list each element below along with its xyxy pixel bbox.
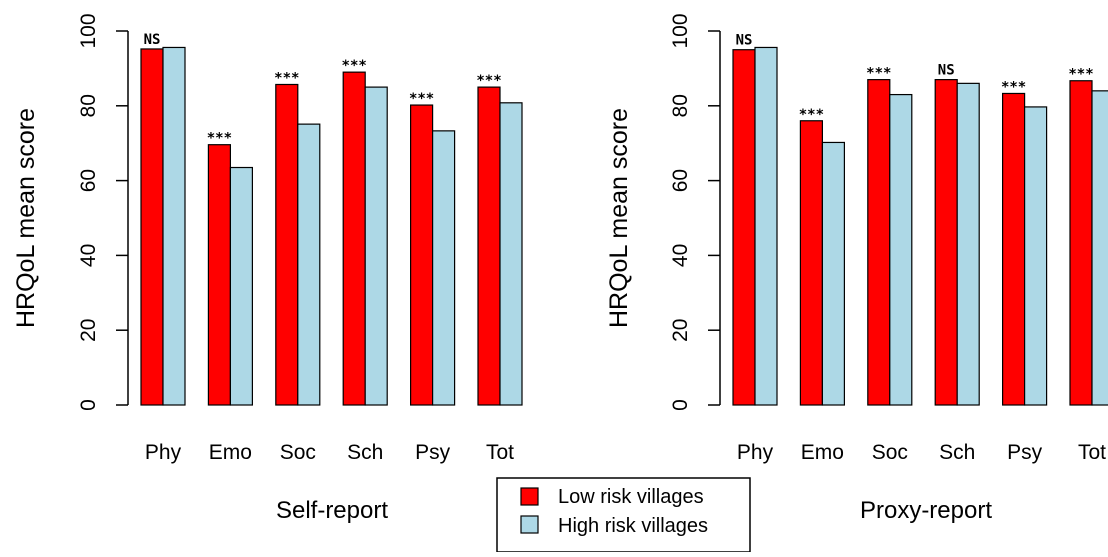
significance-label: *** xyxy=(1001,79,1026,95)
x-tick-label-tot: Tot xyxy=(486,441,514,464)
bar-emo-low-risk xyxy=(799,120,824,406)
legend-box xyxy=(496,477,751,553)
x-tick-label-phy: Phy xyxy=(737,441,774,464)
legend-swatch-low-risk xyxy=(520,487,539,506)
panel-self-report: 0 20 40 60 80 100 HRQoL mean score NS Phy *** Emo *… xyxy=(12,13,523,524)
bar-soc-low-risk xyxy=(867,79,891,406)
y-tick-label: 80 xyxy=(77,94,100,117)
bar-soc-high-risk xyxy=(297,123,321,406)
bar-psy-high-risk xyxy=(1023,106,1048,406)
significance-label: *** xyxy=(799,107,824,123)
significance-label: NS xyxy=(736,33,753,49)
bar-phy-high-risk xyxy=(162,46,186,406)
bar-sch-high-risk xyxy=(364,86,388,406)
significance-label: *** xyxy=(476,73,501,89)
legend-label-low-risk: Low risk villages xyxy=(558,486,704,508)
y-tick-label: 20 xyxy=(77,319,100,342)
x-tick-label-sch: Sch xyxy=(347,441,383,464)
x-tick-label-phy: Phy xyxy=(145,441,182,464)
significance-label: *** xyxy=(342,58,367,74)
y-tick-label: 60 xyxy=(77,169,100,192)
x-tick-label-psy: Psy xyxy=(415,441,451,464)
legend: Low risk villages High risk villages xyxy=(496,477,751,553)
y-tick-label: 60 xyxy=(669,169,692,192)
bar-phy-low-risk xyxy=(140,48,164,406)
significance-label: *** xyxy=(207,131,232,147)
y-axis-title: HRQoL mean score xyxy=(12,108,40,328)
y-tick-label: 0 xyxy=(77,399,100,411)
bar-soc-low-risk xyxy=(275,83,299,406)
bar-emo-high-risk xyxy=(229,166,253,406)
significance-label: NS xyxy=(938,63,955,79)
legend-swatch-high-risk xyxy=(520,515,539,534)
bar-emo-high-risk xyxy=(821,141,846,406)
significance-label: NS xyxy=(144,32,161,48)
bar-tot-low-risk xyxy=(1069,80,1093,406)
bar-psy-low-risk xyxy=(1001,92,1026,406)
y-tick-label: 40 xyxy=(669,244,692,267)
bar-emo-low-risk xyxy=(207,144,231,406)
bar-psy-low-risk xyxy=(410,104,434,406)
x-tick-label-soc: Soc xyxy=(872,441,908,464)
bar-phy-low-risk xyxy=(732,49,756,406)
panel-proxy-report: 0 20 40 60 80 100 HRQoL mean score NS Phy *** Emo *… xyxy=(605,13,1108,524)
bar-sch-low-risk xyxy=(342,71,366,406)
x-tick-label-emo: Emo xyxy=(209,441,252,464)
y-tick-label: 100 xyxy=(669,13,692,48)
significance-label: *** xyxy=(274,70,299,86)
legend-label-high-risk: High risk villages xyxy=(558,515,708,537)
x-tick-label-tot: Tot xyxy=(1078,441,1106,464)
bar-soc-high-risk xyxy=(889,93,913,406)
y-tick-label: 80 xyxy=(669,94,692,117)
bar-sch-low-risk xyxy=(934,79,958,406)
significance-label: *** xyxy=(866,66,891,82)
y-tick-label: 40 xyxy=(77,244,100,267)
x-tick-label-emo: Emo xyxy=(801,441,844,464)
x-tick-label-sch: Sch xyxy=(939,441,975,464)
bar-tot-high-risk xyxy=(1091,90,1108,406)
bar-psy-high-risk xyxy=(432,130,456,406)
x-axis-title: Self-report xyxy=(276,497,388,524)
x-tick-label-psy: Psy xyxy=(1007,441,1043,464)
y-tick-label: 20 xyxy=(669,319,692,342)
y-axis-title: HRQoL mean score xyxy=(605,108,633,328)
x-tick-label-soc: Soc xyxy=(280,441,316,464)
bar-phy-high-risk xyxy=(754,46,778,406)
bar-tot-low-risk xyxy=(477,86,501,406)
significance-label: *** xyxy=(409,91,434,107)
bar-sch-high-risk xyxy=(956,82,980,406)
bar-tot-high-risk xyxy=(499,102,523,406)
y-tick-label: 100 xyxy=(77,13,100,48)
significance-label: *** xyxy=(1068,67,1093,83)
x-axis-title: Proxy-report xyxy=(860,497,992,524)
y-tick-label: 0 xyxy=(669,399,692,411)
